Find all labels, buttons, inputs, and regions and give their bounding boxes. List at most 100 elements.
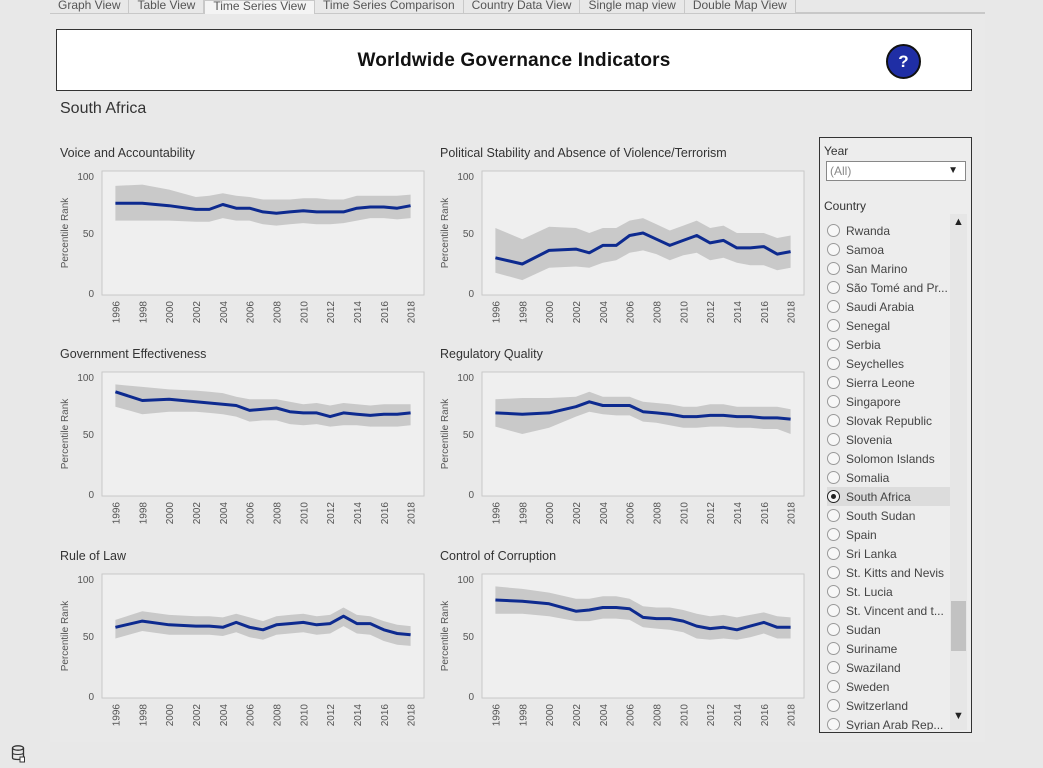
country-option[interactable]: San Marino xyxy=(827,259,950,278)
country-option[interactable]: Sierra Leone xyxy=(827,373,950,392)
chart-title: Regulatory Quality xyxy=(440,347,543,361)
radio-icon[interactable] xyxy=(827,509,840,522)
x-tick-label: 2006 xyxy=(246,704,257,727)
x-tick-label: 2018 xyxy=(407,301,418,324)
country-option[interactable]: Suriname xyxy=(827,639,950,658)
x-tick-label: 2002 xyxy=(192,502,203,525)
country-option[interactable]: South Sudan xyxy=(827,506,950,525)
chart-title: Political Stability and Absence of Viole… xyxy=(440,146,727,160)
x-tick-label: 1996 xyxy=(111,704,122,727)
caret-down-icon: ▼ xyxy=(948,165,958,176)
country-option[interactable]: Sweden xyxy=(827,677,950,696)
radio-icon[interactable] xyxy=(827,357,840,370)
radio-icon[interactable] xyxy=(827,281,840,294)
country-option[interactable]: St. Lucia xyxy=(827,582,950,601)
country-option[interactable]: São Tomé and Pr... xyxy=(827,278,950,297)
plot-frame xyxy=(101,170,425,296)
country-option[interactable]: Solomon Islands xyxy=(827,449,950,468)
year-dropdown[interactable]: (All) ▼ xyxy=(826,161,966,181)
country-option[interactable]: Switzerland xyxy=(827,696,950,715)
radio-icon[interactable] xyxy=(827,680,840,693)
y-tick-label: 0 xyxy=(88,289,94,300)
radio-icon[interactable] xyxy=(827,699,840,712)
country-option[interactable]: St. Vincent and t... xyxy=(827,601,950,620)
country-option[interactable]: Senegal xyxy=(827,316,950,335)
radio-icon[interactable] xyxy=(827,224,840,237)
country-option[interactable]: Swaziland xyxy=(827,658,950,677)
country-option[interactable]: Singapore xyxy=(827,392,950,411)
country-option-label: Serbia xyxy=(846,337,881,352)
country-option[interactable]: Sri Lanka xyxy=(827,544,950,563)
series-line[interactable] xyxy=(115,614,411,637)
radio-icon[interactable] xyxy=(827,604,840,617)
country-option[interactable]: Syrian Arab Rep... xyxy=(827,715,950,730)
country-option[interactable]: Somalia xyxy=(827,468,950,487)
country-option[interactable]: Rwanda xyxy=(827,221,950,240)
country-option[interactable]: Samoa xyxy=(827,240,950,259)
radio-icon[interactable] xyxy=(827,319,840,332)
radio-icon[interactable] xyxy=(827,471,840,484)
series-line[interactable] xyxy=(115,201,411,215)
radio-selected-icon[interactable] xyxy=(827,490,840,503)
chevron-up-icon[interactable]: ▲ xyxy=(953,216,964,228)
y-axis-label: Percentile Rank xyxy=(60,197,71,269)
country-option[interactable]: Slovenia xyxy=(827,430,950,449)
series-line[interactable] xyxy=(495,400,791,421)
country-option[interactable]: St. Kitts and Nevis xyxy=(827,563,950,582)
series-line[interactable] xyxy=(495,231,791,266)
country-option[interactable]: Slovak Republic xyxy=(827,411,950,430)
country-option-label: Sri Lanka xyxy=(846,546,897,561)
radio-icon[interactable] xyxy=(827,623,840,636)
country-option[interactable]: Sudan xyxy=(827,620,950,639)
y-axis-label: Percentile Rank xyxy=(440,197,451,269)
x-tick-label: 2012 xyxy=(706,502,717,525)
tab-table-view[interactable]: Table View xyxy=(129,0,205,14)
radio-icon[interactable] xyxy=(827,566,840,579)
radio-icon[interactable] xyxy=(827,547,840,560)
country-list-scrollbar[interactable]: ▲ ▼ xyxy=(950,214,967,730)
radio-icon[interactable] xyxy=(827,661,840,674)
radio-icon[interactable] xyxy=(827,452,840,465)
y-tick-label: 100 xyxy=(457,575,474,586)
y-tick-label: 50 xyxy=(463,430,475,441)
database-icon[interactable] xyxy=(11,745,25,763)
y-tick-label: 50 xyxy=(463,632,475,643)
series-line[interactable] xyxy=(495,598,791,632)
radio-icon[interactable] xyxy=(827,262,840,275)
country-option[interactable]: Spain xyxy=(827,525,950,544)
radio-icon[interactable] xyxy=(827,718,840,730)
country-option[interactable]: Seychelles xyxy=(827,354,950,373)
scrollbar-thumb[interactable] xyxy=(951,601,966,651)
radio-icon[interactable] xyxy=(827,300,840,313)
x-tick-label: 2018 xyxy=(407,704,418,727)
radio-icon[interactable] xyxy=(827,376,840,389)
tab-time-series-comparison[interactable]: Time Series Comparison xyxy=(315,0,464,14)
radio-icon[interactable] xyxy=(827,338,840,351)
radio-icon[interactable] xyxy=(827,585,840,598)
question-circle-icon[interactable]: ? xyxy=(886,44,921,79)
x-tick-label: 1998 xyxy=(518,301,529,324)
tab-single-map-view[interactable]: Single map view xyxy=(580,0,685,14)
radio-icon[interactable] xyxy=(827,395,840,408)
chart-svg: 0 50 100 Percentile Rank 1996 1998 2000 2002 200… xyxy=(60,573,425,727)
tab-double-map-view[interactable]: Double Map View xyxy=(685,0,796,14)
country-option[interactable]: Serbia xyxy=(827,335,950,354)
radio-icon[interactable] xyxy=(827,414,840,427)
radio-icon[interactable] xyxy=(827,433,840,446)
country-option[interactable]: Saudi Arabia xyxy=(827,297,950,316)
x-tick-label: 2004 xyxy=(599,502,610,525)
x-tick-label: 2002 xyxy=(192,301,203,324)
chevron-down-icon[interactable]: ▼ xyxy=(953,710,964,722)
series-line[interactable] xyxy=(114,390,411,419)
x-tick-label: 2006 xyxy=(246,502,257,525)
radio-icon[interactable] xyxy=(827,243,840,256)
tab-graph-view[interactable]: Graph View xyxy=(50,0,130,14)
x-tick-label: 2010 xyxy=(299,704,310,727)
radio-icon[interactable] xyxy=(827,642,840,655)
radio-icon[interactable] xyxy=(827,528,840,541)
tab-country-data-view[interactable]: Country Data View xyxy=(464,0,581,14)
tab-time-series-view[interactable]: Time Series View xyxy=(204,0,316,14)
y-axis-label: Percentile Rank xyxy=(60,600,71,672)
x-tick-label: 2014 xyxy=(353,301,364,324)
country-option[interactable]: South Africa xyxy=(827,487,950,506)
